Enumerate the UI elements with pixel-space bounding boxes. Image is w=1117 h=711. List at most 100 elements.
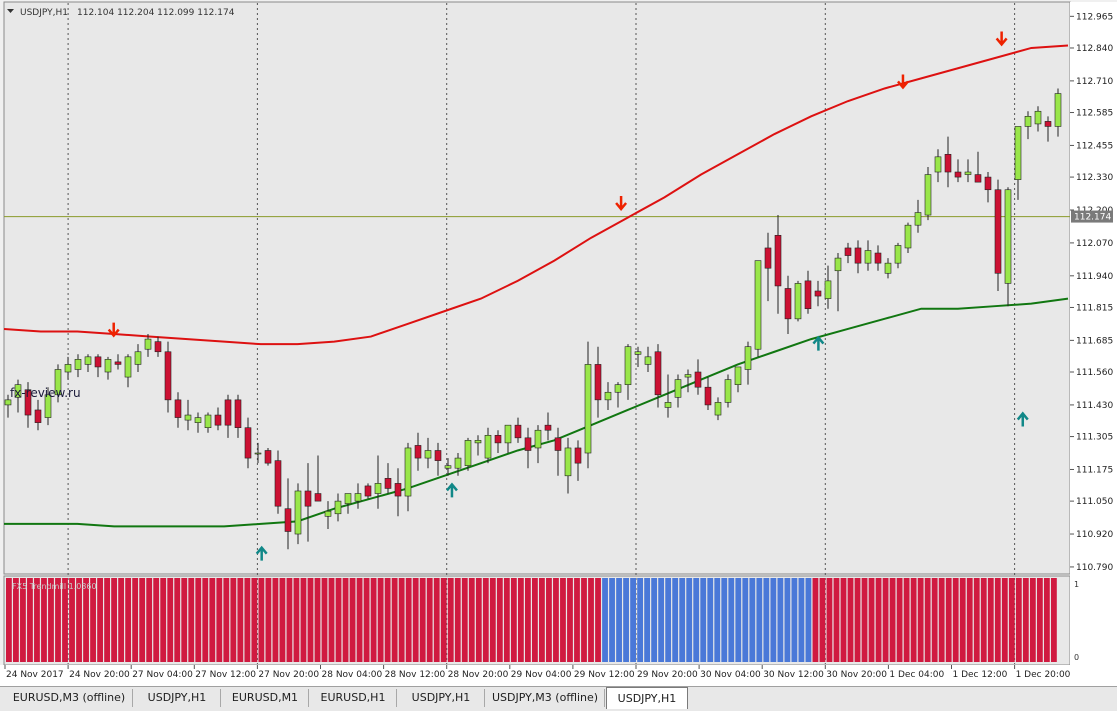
- histogram-bar: [700, 578, 707, 662]
- candle: [964, 159, 972, 183]
- price-tick-label: 112.840: [1076, 44, 1113, 54]
- candle: [734, 366, 742, 393]
- histogram-bar: [973, 578, 980, 662]
- histogram-bar: [433, 578, 440, 662]
- candle: [454, 453, 462, 476]
- histogram-bar: [966, 578, 973, 662]
- histogram-bar: [153, 578, 160, 662]
- chart-tab[interactable]: USDJPY,H1: [398, 689, 485, 707]
- candle: [554, 427, 562, 476]
- candle: [724, 374, 732, 408]
- histogram-bar: [952, 578, 959, 662]
- candle: [654, 344, 662, 408]
- candle: [604, 382, 612, 410]
- histogram-bar: [805, 578, 812, 662]
- histogram-bar: [90, 578, 96, 662]
- histogram-bar: [363, 578, 370, 662]
- histogram-bar: [517, 578, 524, 662]
- chart-tab[interactable]: EURUSD,M3 (offline): [6, 689, 133, 707]
- histogram-bar: [840, 578, 847, 662]
- histogram-bar: [118, 578, 125, 662]
- upper-band-line: [3, 44, 1069, 346]
- histogram-bar: [896, 578, 903, 662]
- time-tick-label: 24 Nov 2017: [6, 670, 64, 680]
- histogram-bar: [1043, 578, 1050, 662]
- chart-tab[interactable]: EURUSD,H1: [310, 689, 397, 707]
- histogram-bar: [1015, 578, 1022, 662]
- histogram-bar: [812, 578, 819, 662]
- main-chart-area[interactable]: [3, 1, 1071, 575]
- chart-menu-triangle-icon[interactable]: [7, 9, 14, 13]
- chart-canvas[interactable]: 112.965 112.840 112.710 112.585 112.455 112.3…: [0, 0, 1117, 686]
- indicator-axis-top: 1: [1074, 580, 1079, 589]
- histogram-bar: [349, 578, 356, 662]
- price-tick-label: 110.920: [1076, 530, 1113, 540]
- histogram-bar: [798, 578, 805, 662]
- histogram-bar: [728, 578, 735, 662]
- candle: [794, 280, 802, 322]
- candle: [224, 394, 232, 438]
- histogram-bar: [377, 578, 384, 662]
- candle: [104, 356, 112, 380]
- candle: [1004, 187, 1012, 307]
- candle: [324, 501, 332, 529]
- candle: [764, 232, 772, 302]
- candle: [284, 478, 292, 550]
- candle: [174, 392, 182, 428]
- up-arrow-icon: [812, 335, 825, 351]
- histogram-bar: [251, 578, 258, 662]
- candle: [524, 427, 532, 469]
- candle: [644, 346, 652, 373]
- price-axis: [1070, 2, 1117, 665]
- candle: [1024, 111, 1032, 140]
- histogram-bar: [903, 578, 910, 662]
- time-tick-label: 24 Nov 20:00: [69, 670, 130, 680]
- histogram-bar: [398, 578, 405, 662]
- histogram-bar: [342, 578, 349, 662]
- candle: [364, 483, 372, 499]
- candle: [164, 341, 172, 413]
- histogram-bar: [279, 578, 286, 662]
- histogram-bar: [181, 578, 188, 662]
- histogram-bar: [1029, 578, 1036, 662]
- candle: [24, 382, 32, 428]
- chart-tab[interactable]: USDJPY,M3 (offline): [486, 689, 605, 707]
- chart-tab[interactable]: USDJPY,H1: [606, 687, 688, 709]
- candle: [194, 412, 202, 433]
- histogram-bar: [749, 578, 756, 662]
- candle: [894, 242, 902, 269]
- candle: [984, 172, 992, 203]
- price-tick-label: 112.070: [1076, 239, 1113, 249]
- candle: [704, 377, 712, 410]
- histogram-bar: [83, 578, 89, 662]
- histogram-bar: [20, 578, 26, 662]
- candle: [864, 240, 872, 271]
- candle: [404, 442, 412, 512]
- histogram-bar: [293, 578, 300, 662]
- candle: [634, 346, 642, 367]
- histogram-bar: [13, 578, 19, 662]
- candle: [4, 394, 12, 418]
- histogram-bar: [826, 578, 833, 662]
- histogram-bar: [763, 578, 770, 662]
- histogram-bar: [335, 578, 342, 662]
- chart-symbol-label: USDJPY,H1: [20, 8, 68, 18]
- histogram-bar: [55, 578, 61, 662]
- time-tick-label: 28 Nov 12:00: [385, 670, 446, 680]
- chart-tab[interactable]: EURUSD,M1: [222, 689, 309, 707]
- price-tick-label: 111.050: [1076, 497, 1113, 507]
- histogram-bar: [721, 578, 728, 662]
- price-tick-label: 112.330: [1076, 173, 1113, 183]
- histogram-bar: [104, 578, 110, 662]
- candle: [584, 341, 592, 469]
- chart-tab[interactable]: USDJPY,H1: [134, 689, 221, 707]
- histogram-bar: [195, 578, 202, 662]
- candle: [114, 354, 122, 370]
- price-tick-label: 112.585: [1076, 109, 1113, 119]
- candle: [334, 493, 342, 522]
- histogram-bar: [468, 578, 475, 662]
- candle: [924, 166, 932, 221]
- candle: [154, 336, 162, 357]
- candle: [314, 455, 322, 502]
